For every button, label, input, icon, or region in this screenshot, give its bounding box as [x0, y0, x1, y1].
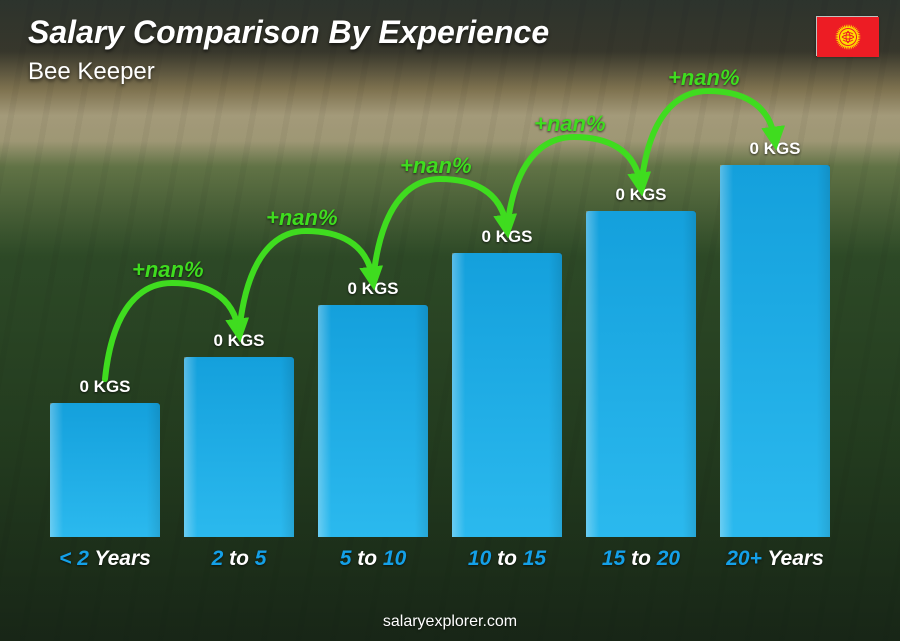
bar-chart: 0 KGS0 KGS0 KGS0 KGS0 KGS0 KGS+nan%+nan%… — [40, 120, 840, 571]
gain-arrow — [373, 179, 507, 281]
x-axis-label: 20+ Years — [726, 547, 824, 571]
chart-title: Salary Comparison By Experience — [28, 14, 549, 51]
x-axis-label: 10 to 15 — [468, 547, 546, 571]
country-flag — [816, 16, 878, 56]
infographic-stage: Salary Comparison By Experience Bee Keep… — [0, 0, 900, 641]
x-axis-label: 5 to 10 — [340, 547, 407, 571]
gain-arrow — [507, 137, 641, 229]
x-axis-label: < 2 Years — [59, 547, 151, 571]
gain-arrow — [105, 283, 239, 379]
gain-arrows — [40, 120, 840, 537]
gain-label: +nan% — [668, 65, 740, 91]
footer-credit: salaryexplorer.com — [0, 613, 900, 631]
gain-arrow — [239, 231, 373, 333]
x-axis-label: 15 to 20 — [602, 547, 680, 571]
x-axis-label: 2 to 5 — [212, 547, 267, 571]
chart-subtitle: Bee Keeper — [28, 58, 155, 86]
gain-arrow — [641, 91, 775, 187]
